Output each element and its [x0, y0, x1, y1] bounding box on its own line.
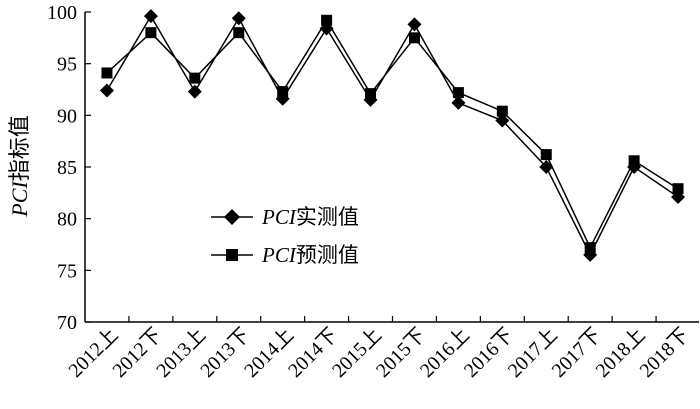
- data-point-diamond: [143, 9, 158, 24]
- y-ticks: 70 75 80 85 90 95 100: [47, 2, 91, 334]
- y-tick-label: 95: [57, 54, 77, 76]
- series-line: [106, 18, 679, 250]
- data-point-square: [540, 149, 552, 161]
- svg-text:PCI指标值: PCI指标值: [7, 115, 32, 217]
- data-point-square: [101, 67, 113, 79]
- y-axis-label: PCI指标值: [7, 115, 32, 217]
- data-point-diamond: [495, 113, 510, 128]
- data-point-square: [233, 27, 245, 39]
- x-tick-label: 2013上: [152, 323, 211, 382]
- data-point-diamond: [187, 84, 202, 99]
- y-tick-label: 70: [57, 312, 77, 334]
- legend: PCI实测值 PCI预测值: [211, 205, 359, 267]
- data-point-square: [452, 87, 464, 99]
- y-tick-label: 75: [57, 260, 77, 282]
- data-point-square: [672, 183, 684, 195]
- data-point-square: [189, 72, 201, 84]
- y-tick-label: 80: [57, 209, 77, 231]
- x-ticks: 2012上2012下2013上2013下2014上2014下2015上2015下…: [64, 316, 694, 382]
- data-point-diamond: [451, 95, 466, 110]
- data-point-square: [496, 105, 508, 117]
- axes: [84, 12, 699, 323]
- series-line: [106, 14, 679, 257]
- legend-label-predicted: PCI预测值: [261, 243, 359, 267]
- y-tick-label: 85: [57, 157, 77, 179]
- x-tick-label: 2016上: [415, 323, 474, 382]
- data-point-square: [277, 86, 289, 98]
- x-tick-label: 2012下: [108, 324, 166, 382]
- data-point-square: [145, 27, 157, 39]
- legend-marker-square: [226, 249, 238, 261]
- x-tick-label: 2016下: [460, 324, 518, 382]
- y-tick-label: 90: [57, 105, 77, 127]
- series-measured: [99, 9, 686, 262]
- data-point-square: [408, 32, 420, 44]
- legend-label-measured: PCI实测值: [261, 205, 359, 229]
- data-point-diamond: [231, 11, 246, 26]
- x-tick-label: 2014下: [284, 324, 342, 382]
- x-tick-label: 2018上: [591, 323, 650, 382]
- x-tick-label: 2015下: [372, 324, 430, 382]
- data-point-diamond: [99, 83, 114, 98]
- series-layer: [99, 9, 686, 262]
- data-point-square: [321, 14, 333, 26]
- y-axis-label-rest: 指标值: [7, 115, 32, 181]
- x-tick-label: 2015上: [327, 323, 386, 382]
- data-point-diamond: [407, 17, 422, 32]
- legend-marker-diamond: [224, 209, 240, 225]
- data-point-square: [584, 242, 596, 254]
- x-tick-label: 2017上: [503, 323, 562, 382]
- x-tick-label: 2018下: [636, 324, 694, 382]
- x-tick-label: 2013下: [196, 324, 254, 382]
- y-tick-label: 100: [47, 2, 77, 24]
- x-tick-label: 2017下: [548, 324, 606, 382]
- y-axis-label-italic: PCI: [7, 180, 32, 218]
- x-tick-label: 2014上: [240, 323, 299, 382]
- series-predicted: [101, 14, 684, 254]
- data-point-square: [628, 155, 640, 167]
- data-point-square: [365, 88, 377, 100]
